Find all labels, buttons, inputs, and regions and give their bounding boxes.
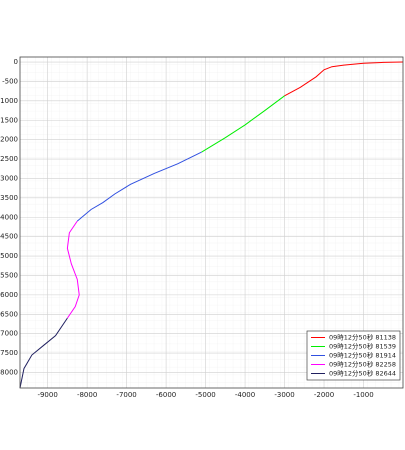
legend-label: 09時12分50秒 81914 bbox=[329, 351, 396, 360]
y-tick-label: -4500 bbox=[0, 233, 18, 241]
y-tick-label: -4000 bbox=[0, 213, 18, 221]
legend-label: 09時12分50秒 82644 bbox=[329, 369, 396, 378]
y-tick-label: -5000 bbox=[0, 252, 18, 260]
x-tick-label: -1000 bbox=[353, 391, 373, 399]
x-tick-label: -7000 bbox=[116, 391, 136, 399]
legend-label: 09時12分50秒 81539 bbox=[329, 342, 396, 351]
x-tick-label: -4000 bbox=[235, 391, 255, 399]
series-line bbox=[19, 317, 68, 389]
series-line bbox=[66, 220, 80, 319]
x-tick-label: -3000 bbox=[274, 391, 294, 399]
series-line bbox=[201, 95, 285, 153]
plot-frame bbox=[19, 56, 404, 389]
y-tick-label: -7500 bbox=[0, 349, 18, 357]
y-tick-label: 0 bbox=[14, 58, 18, 66]
y-tick-label: -7000 bbox=[0, 330, 18, 338]
y-tick-label: -2500 bbox=[0, 155, 18, 163]
y-tick-label: -8000 bbox=[0, 368, 18, 376]
y-tick-label: -1500 bbox=[0, 116, 18, 124]
series-line bbox=[76, 151, 202, 222]
y-tick-label: -6500 bbox=[0, 310, 18, 318]
y-tick-label: -1000 bbox=[0, 97, 18, 105]
series-line bbox=[284, 61, 404, 97]
x-tick-label: -6000 bbox=[156, 391, 176, 399]
x-tick-label: -5000 bbox=[195, 391, 215, 399]
x-tick-label: -8000 bbox=[77, 391, 97, 399]
legend-label: 09時12分50秒 82258 bbox=[329, 360, 396, 369]
y-tick-label: -2000 bbox=[0, 136, 18, 144]
y-tick-label: -6000 bbox=[0, 291, 18, 299]
legend-label: 09時12分50秒 81138 bbox=[329, 333, 396, 342]
x-tick-label: -9000 bbox=[37, 391, 57, 399]
x-tick-label: -2000 bbox=[314, 391, 334, 399]
y-tick-label: -500 bbox=[2, 77, 18, 85]
y-tick-label: -5500 bbox=[0, 271, 18, 279]
y-tick-label: -3500 bbox=[0, 194, 18, 202]
y-tick-label: -3000 bbox=[0, 174, 18, 182]
